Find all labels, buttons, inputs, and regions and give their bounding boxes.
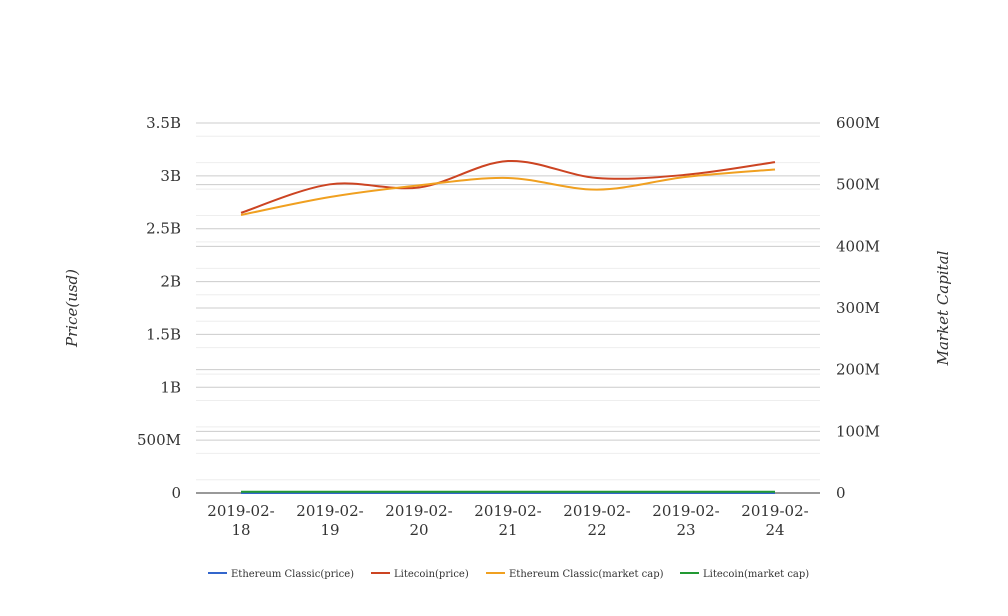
legend-label: Litecoin(market cap)	[703, 569, 809, 580]
x-tick-label: 2019-02-23	[652, 502, 719, 539]
x-tick-label: 2019-02-20	[385, 502, 452, 539]
left-axis-ticks: 0 500M 1B 1.5B 2B 2.5B 3B 3.5B	[137, 114, 181, 502]
legend-item[interactable]: Litecoin(market cap)	[680, 569, 809, 580]
legend-item[interactable]: Ethereum Classic(market cap)	[486, 569, 664, 580]
legend-item[interactable]: Ethereum Classic(price)	[208, 569, 354, 580]
right-tick-label: 100M	[836, 422, 880, 440]
left-tick-label: 0	[171, 484, 181, 502]
left-tick-label: 1B	[160, 378, 181, 396]
series-line-3	[240, 168, 776, 216]
right-tick-label: 500M	[836, 176, 880, 194]
right-tick-label: 200M	[836, 361, 880, 379]
legend-label: Litecoin(price)	[394, 569, 469, 580]
series-line-2	[240, 160, 776, 214]
right-axis-ticks: 0 100M 200M 300M 400M 500M 600M	[836, 114, 880, 502]
x-tick-label: 2019-02-22	[563, 502, 630, 539]
left-tick-label: 500M	[137, 431, 181, 449]
series-lines	[240, 160, 776, 495]
legend-item[interactable]: Litecoin(price)	[371, 569, 469, 580]
grid-lines	[196, 122, 820, 481]
right-axis-title: Market Capital	[934, 250, 952, 366]
legend-label: Ethereum Classic(market cap)	[509, 569, 664, 580]
legend: Ethereum Classic(price) Litecoin(price) Et…	[208, 569, 809, 580]
x-tick-label: 2019-02-18	[207, 502, 274, 539]
left-tick-label: 3B	[160, 167, 181, 185]
right-tick-label: 400M	[836, 237, 880, 255]
left-tick-label: 3.5B	[146, 114, 181, 132]
left-tick-label: 2.5B	[146, 220, 181, 238]
right-tick-label: 0	[836, 484, 846, 502]
x-tick-label: 2019-02-21	[474, 502, 541, 539]
x-tick-label: 2019-02-24	[741, 502, 808, 539]
left-tick-label: 2B	[160, 273, 181, 291]
right-tick-label: 600M	[836, 114, 880, 132]
right-tick-label: 300M	[836, 299, 880, 317]
x-tick-label: 2019-02-19	[296, 502, 363, 539]
x-axis-ticks: 2019-02-18 2019-02-19 2019-02-20 2019-02-21…	[207, 502, 808, 539]
left-axis-title: Price(usd)	[63, 269, 81, 348]
legend-label: Ethereum Classic(price)	[231, 569, 354, 580]
left-tick-label: 1.5B	[146, 325, 181, 343]
